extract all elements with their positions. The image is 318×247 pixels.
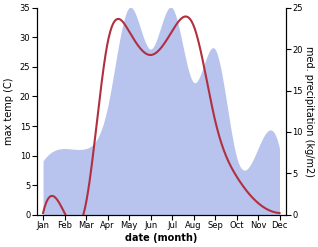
Y-axis label: med. precipitation (kg/m2): med. precipitation (kg/m2) [304,46,314,177]
X-axis label: date (month): date (month) [125,233,197,243]
Y-axis label: max temp (C): max temp (C) [4,78,14,145]
